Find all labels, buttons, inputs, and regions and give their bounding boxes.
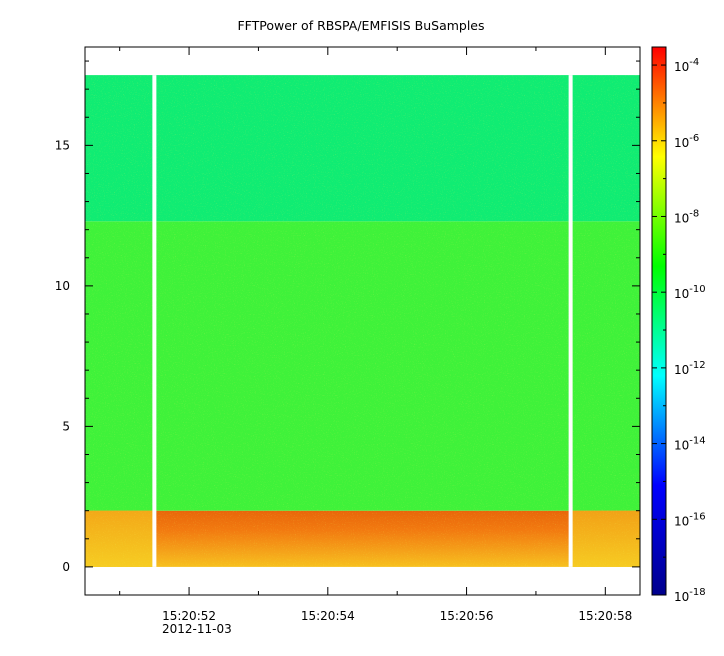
x-axis-date-label: 2012-11-03 <box>162 622 232 636</box>
chart-title: FFTPower of RBSPA/EMFISIS BuSamples <box>237 18 484 33</box>
colorbar-tick-label: 10-18 <box>674 587 706 604</box>
x-tick-label: 15:20:52 <box>162 609 216 623</box>
data-gap <box>152 75 157 567</box>
colorbar-tick-label: 10-4 <box>674 57 699 74</box>
x-tick-label: 15:20:56 <box>440 609 494 623</box>
colorbar-tick-label: 10-14 <box>674 436 706 453</box>
colorbar-tick-label: 10-12 <box>674 360 706 377</box>
y-tick-label: 5 <box>62 419 70 433</box>
data-gap <box>568 75 573 567</box>
colorbar-tick-label: 10-16 <box>674 511 706 528</box>
spectrogram-noise <box>85 75 640 567</box>
plot-frame <box>84 46 641 596</box>
x-tick-label: 15:20:54 <box>301 609 355 623</box>
x-tick-label: 15:20:58 <box>578 609 632 623</box>
y-tick-label: 15 <box>55 138 70 152</box>
colorbar-tick-label: 10-8 <box>674 208 699 225</box>
y-axis: 0 5 10 15 <box>55 60 640 596</box>
colorbar-frame <box>651 46 667 596</box>
plot-area <box>84 46 641 596</box>
colorbar-tick-label: 10-6 <box>674 133 699 150</box>
x-axis: 15:20:52 15:20:54 15:20:56 15:20:58 <box>119 47 632 623</box>
colorbar: 10-18 10-16 10-14 10-12 10-10 10-8 10-6 10-4 <box>651 46 706 604</box>
y-tick-label: 10 <box>55 279 70 293</box>
colorbar-tick-label: 10-10 <box>674 284 706 301</box>
y-tick-label: 0 <box>62 560 70 574</box>
colorbar-gradient <box>652 47 666 595</box>
